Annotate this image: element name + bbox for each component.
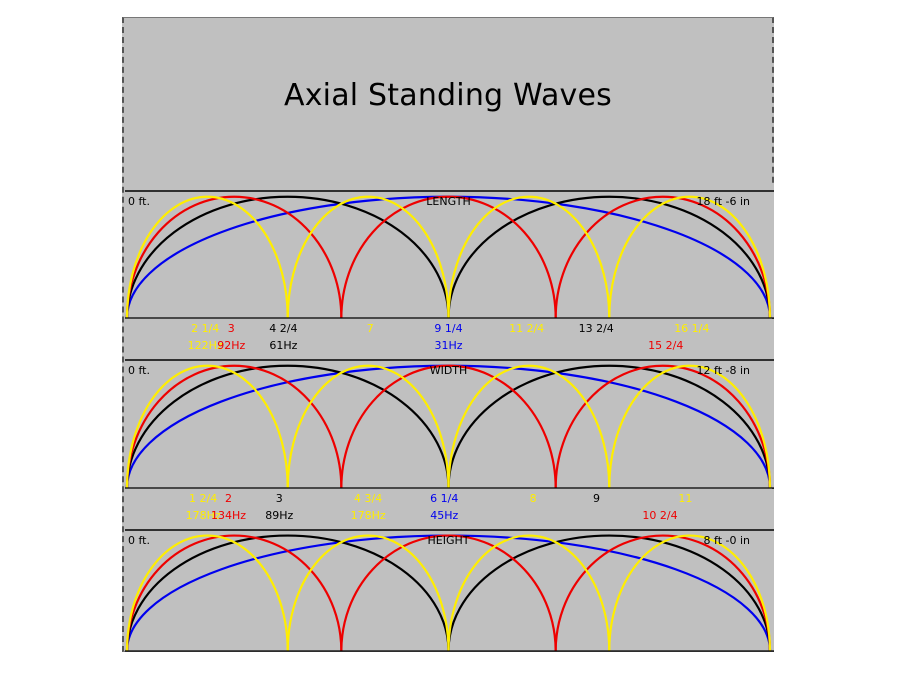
length-node-label-8: 9 1/4 [434,322,462,335]
width-mode3-lobe-2 [340,364,557,489]
length-mode4-lobe-2 [286,195,450,319]
width-node-label-10: 45Hz [430,509,458,522]
width-mode3-lobe-3 [554,365,772,489]
length-node-label-7: 7 [367,322,374,335]
width-end-label: 12 ft -8 in [697,364,751,377]
width-node-label-6: 89Hz [265,509,293,522]
width-node-label-5: 3 [276,492,283,505]
height-mode2-lobe-2 [447,534,772,652]
length-node-label-9: 31Hz [434,339,462,352]
width-mode4-lobe-2 [286,364,450,489]
length-node-label-1: 2 1/4 [191,322,219,335]
length-node-label-12: 15 2/4 [648,339,683,352]
width-mode4-lobe-3 [447,364,611,489]
length-node-label-4: 92Hz [217,339,245,352]
slide-title: Axial Standing Waves [283,78,612,113]
width-node-label-1: 1 2/4 [189,492,217,505]
width-panel-name: WIDTH [430,364,468,377]
width-node-label-7: 4 3/4 [354,492,382,505]
length-node-label-3: 3 [228,322,235,335]
length-mode4-lobe-4 [608,195,772,319]
length-mode4-lobe-3 [447,195,611,319]
length-node-label-6: 61Hz [269,339,297,352]
width-node-label-12: 9 [593,492,600,505]
height-mode3-lobe-2 [340,534,557,652]
length-mode3-lobe-1 [125,196,343,319]
height-mode4-lobe-1 [125,534,289,652]
length-mode3-lobe-2 [340,195,557,319]
height-mode3-lobe-1 [125,534,343,652]
length-node-label-13: 16 1/4 [674,322,709,335]
length-end-label: 18 ft -6 in [697,195,751,208]
width-node-label-14: 11 [678,492,692,505]
length-mode4-lobe-1 [125,195,289,319]
length-node-label-5: 4 2/4 [269,322,297,335]
width-node-label-2: 178Hz [186,509,221,522]
height-mode4-lobe-4 [608,534,772,652]
width-mode2-lobe-1 [125,364,450,489]
width-node-label-3: 2 [225,492,232,505]
width-start-label: 0 ft. [128,364,150,377]
width-mode4-lobe-4 [608,364,772,489]
width-node-label-4: 134Hz [211,509,246,522]
length-node-label-2: 122Hz [188,339,223,352]
height-mode2-lobe-1 [125,534,450,652]
height-mode4-lobe-3 [447,534,611,652]
width-mode3-lobe-1 [125,365,343,489]
height-panel-name: HEIGHT [428,534,470,547]
length-node-label-10: 11 2/4 [509,322,544,335]
height-start-label: 0 ft. [128,534,150,547]
height-mode3-lobe-3 [554,534,772,652]
width-node-label-9: 6 1/4 [430,492,458,505]
length-panel-name: LENGTH [426,195,470,208]
height-mode4-lobe-2 [286,534,450,652]
height-end-label: 8 ft -0 in [704,534,751,547]
length-mode2-lobe-2 [447,195,772,319]
width-node-label-13: 10 2/4 [642,509,677,522]
length-start-label: 0 ft. [128,195,150,208]
length-mode3-lobe-3 [554,196,772,319]
width-node-label-11: 8 [530,492,537,505]
width-mode2-lobe-2 [447,364,772,489]
length-node-label-11: 13 2/4 [579,322,614,335]
width-mode4-lobe-1 [125,364,289,489]
width-node-label-8: 178Hz [351,509,386,522]
length-mode2-lobe-1 [125,195,450,319]
